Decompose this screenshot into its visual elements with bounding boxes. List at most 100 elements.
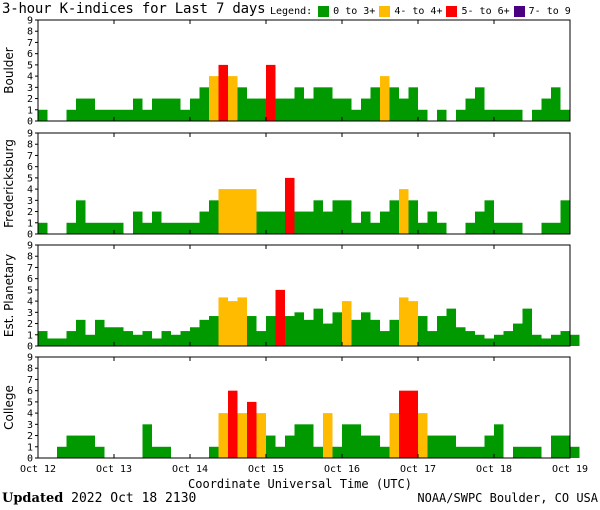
k-index-bar: [475, 87, 485, 121]
k-index-bar: [342, 98, 352, 121]
k-index-bar: [427, 435, 437, 458]
updated-timestamp: Updated 2022 Oct 18 2130: [2, 491, 196, 506]
k-index-bar: [114, 222, 124, 234]
updated-label: Updated: [2, 491, 64, 506]
k-index-bar: [180, 331, 190, 346]
k-index-bar: [389, 413, 399, 458]
k-index-bar: [418, 222, 428, 234]
k-index-bar: [551, 87, 561, 121]
k-index-bar: [114, 109, 124, 121]
k-index-bar: [256, 211, 266, 234]
k-index-bar: [38, 109, 48, 121]
k-index-bar: [133, 98, 143, 121]
k-index-bar: [266, 316, 276, 346]
k-index-bar: [446, 435, 456, 458]
x-tick-label: Oct 12: [20, 464, 56, 475]
y-tick-label: 5: [27, 173, 33, 184]
k-index-bar: [180, 222, 190, 234]
k-index-bar: [76, 319, 86, 346]
k-index-bar: [76, 435, 86, 458]
k-index-bar: [370, 319, 380, 346]
y-tick-label: 8: [27, 140, 33, 151]
k-index-bar: [465, 446, 475, 458]
k-index-bar: [465, 98, 475, 121]
k-index-bar: [38, 331, 48, 346]
y-tick-label: 4: [27, 185, 33, 196]
k-index-bar: [370, 435, 380, 458]
k-index-bar: [218, 297, 228, 346]
k-index-bar: [494, 109, 504, 121]
k-index-bar: [541, 98, 551, 121]
k-index-bar: [161, 222, 171, 234]
k-index-bar: [484, 200, 494, 234]
k-index-bar: [399, 390, 409, 458]
k-index-bar: [304, 98, 314, 121]
k-index-bar: [190, 98, 200, 121]
y-tick-label: 5: [27, 60, 33, 71]
y-tick-label: 8: [27, 27, 33, 38]
k-index-bar: [437, 435, 447, 458]
x-tick-label: Oct 15: [248, 464, 284, 475]
k-index-bar: [399, 98, 409, 121]
k-index-bar: [142, 109, 152, 121]
k-index-bar: [66, 331, 76, 346]
k-index-bar: [142, 424, 152, 458]
k-index-bar: [380, 446, 390, 458]
y-tick-label: 6: [27, 162, 33, 173]
y-tick-label: 4: [27, 409, 33, 420]
k-index-bar: [361, 211, 371, 234]
panel-frame: [37, 244, 571, 347]
red-square-swatch-icon: [446, 5, 458, 17]
y-tick-label: 7: [27, 151, 33, 162]
y-tick-label: 6: [27, 49, 33, 60]
k-index-bar: [85, 334, 95, 346]
y-tick-label: 3: [27, 196, 33, 207]
k-index-bar: [237, 413, 247, 458]
y-tick-label: 4: [27, 297, 33, 308]
k-index-bar: [199, 87, 209, 121]
k-index-bar: [199, 211, 209, 234]
x-tick-label: Oct 13: [96, 464, 132, 475]
y-tick-label: 5: [27, 285, 33, 296]
k-index-bar: [313, 87, 323, 121]
k-index-bar: [323, 87, 333, 121]
panel-frame: [37, 132, 571, 235]
k-index-bar: [171, 222, 181, 234]
k-index-bar: [285, 316, 295, 346]
k-index-bar: [532, 334, 542, 346]
y-tick-label: 0: [27, 342, 33, 353]
k-index-bar: [313, 308, 323, 346]
k-index-bar: [332, 98, 342, 121]
k-index-bar: [104, 327, 114, 346]
k-index-bar: [171, 334, 181, 346]
k-index-bar: [266, 211, 276, 234]
k-index-bar: [142, 331, 152, 346]
k-index-bar: [522, 308, 532, 346]
k-index-bar: [209, 446, 219, 458]
k-index-bar: [247, 401, 257, 458]
k-index-bar: [380, 76, 390, 121]
y-tick-label: 2: [27, 94, 33, 105]
y-tick-label: 7: [27, 375, 33, 386]
k-index-bar: [532, 109, 542, 121]
y-tick-label: 1: [27, 218, 33, 229]
k-index-bar: [513, 222, 523, 234]
k-index-bar: [456, 446, 466, 458]
k-index-bar: [266, 435, 276, 458]
k-index-bar: [494, 424, 504, 458]
k-index-bar: [209, 316, 219, 346]
k-index-bar: [304, 319, 314, 346]
k-index-bar: [304, 211, 314, 234]
k-index-bar: [313, 200, 323, 234]
legend-item-severe: 7- to 9: [513, 5, 571, 17]
k-index-bar: [209, 76, 219, 121]
k-index-chart: 0123456789Boulder0123456789Fredericksbur…: [2, 16, 588, 476]
k-index-bar: [199, 319, 209, 346]
k-index-bar: [228, 76, 238, 121]
k-index-bar: [399, 189, 409, 234]
k-index-bar: [209, 200, 219, 234]
k-index-bar: [123, 331, 133, 346]
legend-item-label: 7- to 9: [528, 5, 571, 17]
yellow-square-swatch-icon: [379, 5, 391, 17]
